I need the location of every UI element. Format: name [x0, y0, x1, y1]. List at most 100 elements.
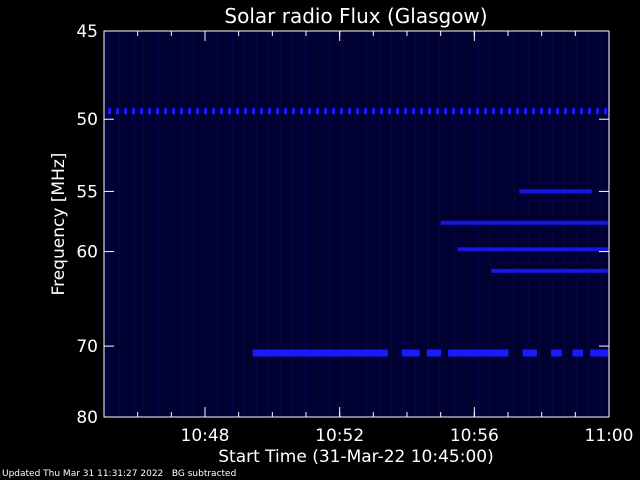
background-streak	[365, 31, 366, 417]
background-streak	[328, 31, 329, 417]
y-tick-label: 80	[76, 408, 98, 428]
background-streak	[121, 31, 122, 417]
y-axis-label: Frequency [MHz]	[49, 153, 69, 296]
emission-mark	[340, 108, 343, 115]
background-streak	[380, 31, 381, 417]
background-streak	[341, 31, 342, 417]
updated-timestamp: Updated Thu Mar 31 11:31:27 2022	[2, 469, 164, 479]
y-tick-label: 60	[76, 243, 98, 263]
chart-title: Solar radio Flux (Glasgow)	[224, 4, 487, 28]
background-streak	[428, 31, 429, 417]
background-streak	[232, 31, 233, 417]
emission-mark	[388, 108, 391, 115]
emission-mark	[519, 189, 593, 194]
y-tick-label: 45	[76, 22, 98, 42]
emission-mark	[401, 349, 420, 357]
emission-mark	[244, 108, 247, 115]
emission-mark	[348, 108, 351, 115]
emission-mark	[500, 108, 503, 115]
background-streak	[378, 31, 379, 417]
emission-mark	[300, 108, 303, 115]
emission-mark	[580, 108, 583, 115]
background-streak	[280, 31, 281, 417]
emission-mark	[164, 108, 167, 115]
emission-mark	[572, 108, 575, 115]
emission-mark	[220, 108, 223, 115]
background-streak	[254, 31, 255, 417]
background-streak	[158, 31, 159, 417]
emission-mark	[596, 108, 599, 115]
background-streak	[439, 31, 440, 417]
emission-mark	[236, 108, 239, 115]
x-axis: 10:48 10:52 10:56 11:00	[103, 31, 634, 446]
emission-mark	[156, 108, 159, 115]
background-streak	[108, 31, 109, 417]
background-streak	[182, 31, 183, 417]
background-streak	[119, 31, 120, 417]
emission-mark	[292, 108, 295, 115]
x-axis-label: Start Time (31-Mar-22 10:45:00)	[218, 447, 493, 467]
background-streak	[132, 31, 133, 417]
background-streak	[143, 31, 144, 417]
background-streak	[367, 31, 368, 417]
emission-mark	[140, 108, 143, 115]
emission-mark	[588, 108, 591, 115]
emission-mark	[396, 108, 399, 115]
emission-mark	[440, 220, 608, 225]
background-streak	[206, 31, 207, 417]
emission-mark	[116, 108, 119, 115]
y-tick-label: 70	[76, 337, 98, 357]
emission-mark	[532, 108, 535, 115]
background-streak	[354, 31, 355, 417]
background-streak	[343, 31, 344, 417]
emission-mark	[308, 108, 311, 115]
emission-mark	[524, 108, 527, 115]
background-streak	[391, 31, 392, 417]
emission-mark	[324, 108, 327, 115]
emission-mark	[492, 108, 495, 115]
emission-mark	[332, 108, 335, 115]
emission-mark	[491, 268, 608, 273]
emission-mark	[316, 108, 319, 115]
emission-mark	[452, 108, 455, 115]
emission-mark	[436, 108, 439, 115]
emission-mark	[132, 108, 135, 115]
x-tick-label: 11:00	[585, 426, 634, 446]
emission-mark	[572, 349, 584, 357]
background-streak	[304, 31, 305, 417]
emission-mark	[484, 108, 487, 115]
y-tick-label: 50	[76, 110, 98, 130]
background-streak	[404, 31, 405, 417]
emission-mark	[188, 108, 191, 115]
bg-subtracted-note: BG subtracted	[171, 469, 237, 479]
background-streak	[306, 31, 307, 417]
emission-mark	[508, 108, 511, 115]
emission-mark	[108, 108, 111, 115]
emission-mark	[551, 349, 562, 357]
footer-status: Updated Thu Mar 31 11:31:27 2022 BG subt…	[2, 469, 236, 479]
background-streak	[156, 31, 157, 417]
emission-mark	[540, 108, 543, 115]
background-streak	[219, 31, 220, 417]
background-streak	[269, 31, 270, 417]
emission-mark	[444, 108, 447, 115]
emission-mark	[556, 108, 559, 115]
background-streak	[293, 31, 294, 417]
emission-mark	[372, 108, 375, 115]
emission-mark	[268, 108, 271, 115]
emission-mark	[180, 108, 183, 115]
background-streak	[145, 31, 146, 417]
background-streak	[106, 31, 107, 417]
background-streak	[256, 31, 257, 417]
emission-mark	[604, 108, 607, 115]
emission-mark	[276, 108, 279, 115]
emission-mark	[172, 108, 175, 115]
emission-mark	[412, 108, 415, 115]
emission-mark	[516, 108, 519, 115]
background-streak	[317, 31, 318, 417]
background-streak	[169, 31, 170, 417]
emission-mark	[124, 108, 127, 115]
y-tick-label: 55	[76, 182, 98, 202]
x-tick-label: 10:48	[181, 426, 230, 446]
